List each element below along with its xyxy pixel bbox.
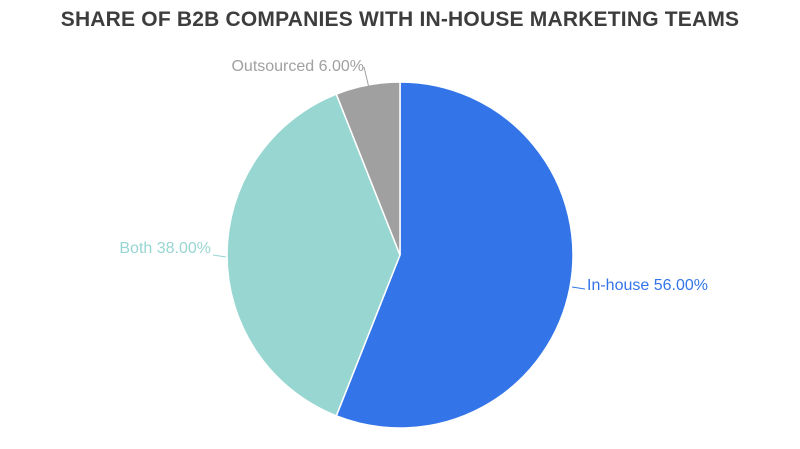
- slice-label-outsourced: Outsourced 6.00%: [231, 58, 364, 75]
- slice-label-in-house: In-house 56.00%: [587, 277, 708, 294]
- pie-slice-both: [226, 93, 401, 417]
- leader-line-in-house: [571, 286, 586, 290]
- chart-title: SHARE OF B2B COMPANIES WITH IN-HOUSE MAR…: [60, 8, 740, 31]
- leader-line-outsourced: [363, 66, 370, 89]
- pie-slice-in-house: [335, 81, 574, 429]
- pie-slice-outsourced: [335, 81, 401, 256]
- slice-label-both: Both 38.00%: [119, 240, 211, 257]
- leader-line-both: [212, 254, 227, 258]
